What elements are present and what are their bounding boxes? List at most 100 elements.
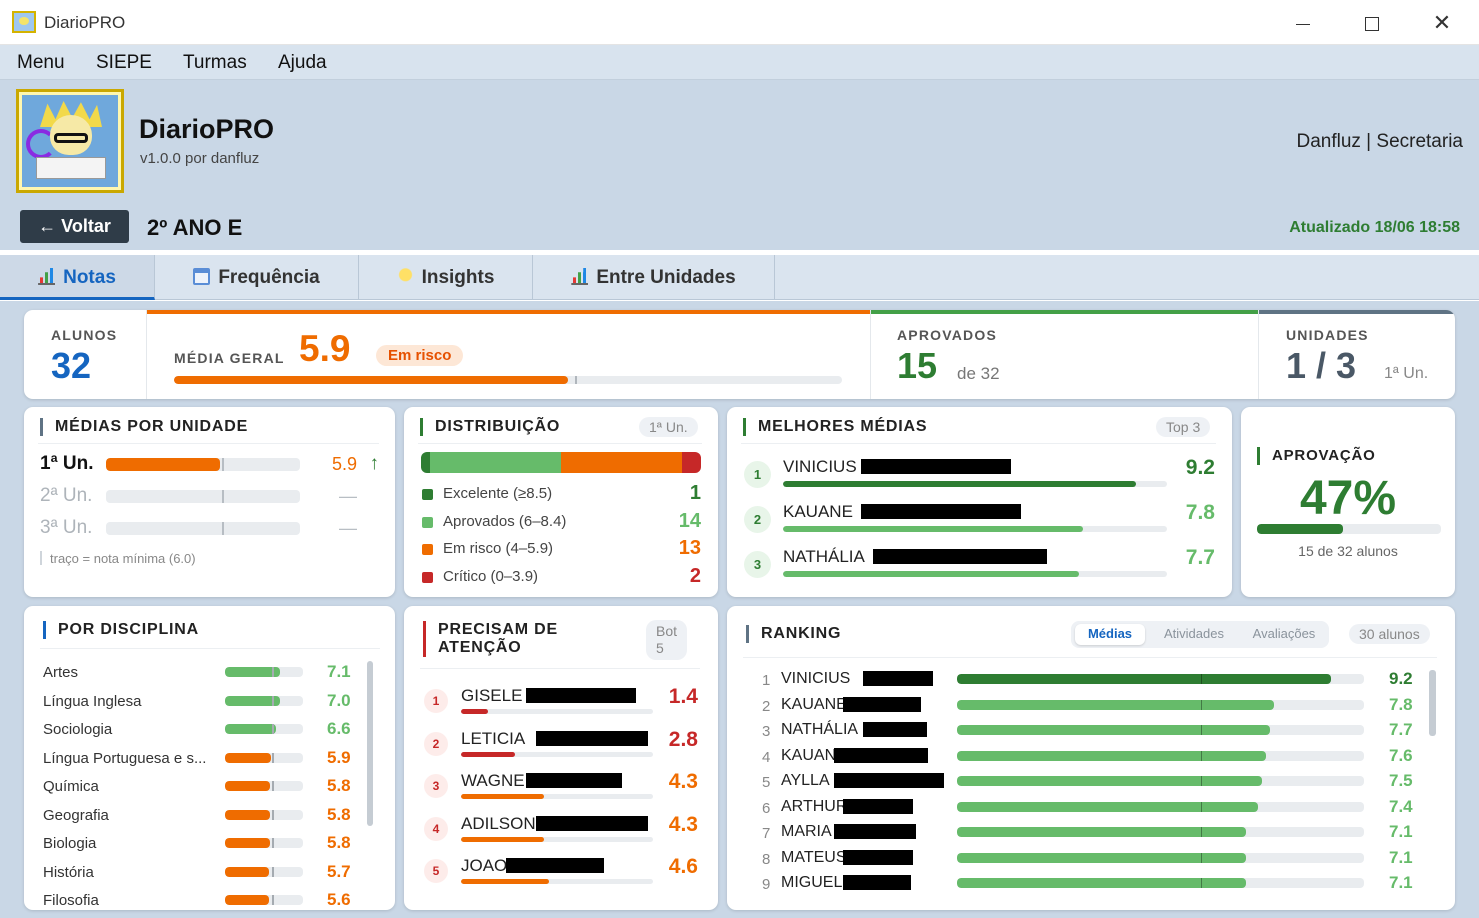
app-version: v1.0.0 por danfluz bbox=[140, 150, 260, 167]
student-average: 7.4 bbox=[1389, 796, 1413, 816]
redacted-name-block bbox=[536, 815, 648, 831]
ranking-bar-fill bbox=[957, 699, 1275, 710]
tab-label: Frequência bbox=[218, 267, 320, 288]
minimum-grade-marker bbox=[271, 752, 274, 763]
segment-avaliacoes[interactable]: Avaliações bbox=[1252, 626, 1316, 641]
rank-number: 2 bbox=[762, 697, 771, 715]
minimum-grade-marker bbox=[1201, 725, 1203, 735]
close-button[interactable]: ✕ bbox=[1419, 8, 1465, 38]
distribution-segment bbox=[430, 452, 561, 473]
class-navbar: ← Voltar 2º ANO E Atualizado 18/06 18:58 bbox=[0, 204, 1479, 250]
menu-item-menu[interactable]: Menu bbox=[17, 52, 65, 73]
legend-label: Excelente (≥8.5) bbox=[443, 485, 553, 502]
minimum-grade-marker bbox=[222, 522, 225, 535]
minimum-grade-marker bbox=[1201, 801, 1203, 812]
minimize-icon bbox=[1296, 23, 1310, 25]
student-name: NATHÁLIA bbox=[783, 547, 865, 566]
student-bar bbox=[461, 751, 653, 757]
rank-badge: 3 bbox=[424, 774, 448, 798]
subjects-scrollbar[interactable] bbox=[367, 661, 373, 826]
subject-name: Filosofia bbox=[43, 892, 99, 909]
approved-count: 15 bbox=[897, 345, 938, 386]
back-button[interactable]: ← Voltar bbox=[20, 210, 129, 243]
tab-notas[interactable]: Notas bbox=[0, 255, 155, 300]
student-average: 7.6 bbox=[1389, 745, 1413, 765]
segment-atividades[interactable]: Atividades bbox=[1164, 626, 1224, 641]
units-label: UNIDADES bbox=[1286, 327, 1369, 343]
menu-item-siepe[interactable]: SIEPE bbox=[96, 52, 152, 73]
student-name: LETICIA bbox=[461, 728, 526, 748]
app-logo bbox=[16, 89, 124, 193]
menu-bar: Menu SIEPE Turmas Ajuda bbox=[0, 45, 1479, 80]
student-name: MARIA bbox=[781, 823, 832, 840]
redacted-name-block bbox=[873, 549, 1047, 564]
subject-bar bbox=[225, 866, 303, 877]
minimum-grade-marker bbox=[1201, 852, 1203, 863]
ranking-bar-fill bbox=[957, 725, 1271, 735]
summary-card: ALUNOS 32 MÉDIA GERAL 5.9 Em risco APROV… bbox=[24, 310, 1455, 399]
units-value: 1 / 3 bbox=[1286, 345, 1357, 386]
tab-insights[interactable]: Insights bbox=[359, 255, 533, 300]
redacted-name-block bbox=[833, 824, 916, 839]
approval-card: APROVAÇÃO 47% 15 de 32 alunos bbox=[1241, 407, 1455, 597]
tab-bar: Notas Frequência Insights Entre Unidades bbox=[0, 255, 1479, 300]
maximize-button[interactable] bbox=[1349, 8, 1395, 38]
subject-average: 5.8 bbox=[327, 833, 351, 852]
student-bar bbox=[783, 526, 1167, 532]
menu-item-ajuda[interactable]: Ajuda bbox=[278, 52, 327, 73]
student-bar-fill bbox=[783, 481, 1137, 487]
redacted-name-block bbox=[526, 773, 622, 788]
minimum-grade-marker bbox=[1201, 674, 1203, 684]
risk-badge: Em risco bbox=[376, 345, 464, 366]
student-bar bbox=[461, 879, 653, 884]
distribution-card: DISTRIBUIÇÃO 1ª Un. Excelente (≥8.5) 1 Apr… bbox=[404, 407, 718, 597]
average-value: 5.9 bbox=[299, 328, 351, 369]
app-icon bbox=[12, 11, 36, 33]
current-unit: 1ª Un. bbox=[1384, 365, 1429, 382]
user-info: Danfluz | Secretaria bbox=[1296, 131, 1463, 152]
window-title: DiarioPRO bbox=[44, 13, 126, 32]
average-label: MÉDIA GERAL bbox=[174, 350, 285, 366]
minimize-button[interactable] bbox=[1280, 8, 1326, 38]
ranking-bar-fill bbox=[957, 827, 1246, 837]
unit-bar bbox=[106, 458, 300, 471]
ranking-bar bbox=[957, 801, 1364, 812]
subject-bar bbox=[225, 752, 303, 763]
subject-name: Química bbox=[43, 778, 99, 795]
subject-bar-fill bbox=[225, 752, 272, 763]
unit-footnote: traço = nota mínima (6.0) bbox=[50, 551, 196, 566]
unit-label: 2ª Un. bbox=[40, 485, 93, 506]
redacted-name-block bbox=[536, 730, 648, 746]
menu-item-turmas[interactable]: Turmas bbox=[183, 52, 247, 73]
segment-medias[interactable]: Médias bbox=[1087, 626, 1133, 641]
legend-count: 14 bbox=[678, 509, 701, 532]
rank-badge: 5 bbox=[424, 859, 448, 883]
student-bar-fill bbox=[783, 526, 1083, 532]
ranking-bar-fill bbox=[957, 776, 1263, 786]
subject-bar-fill bbox=[225, 895, 269, 905]
bar-chart-icon bbox=[38, 268, 56, 285]
average-bar bbox=[174, 376, 842, 384]
student-average: 7.1 bbox=[1389, 873, 1413, 892]
unit-value: — bbox=[339, 518, 357, 538]
student-bar-fill bbox=[461, 751, 515, 757]
ranking-bar bbox=[957, 725, 1364, 735]
rank-badge: 3 bbox=[744, 551, 771, 578]
student-name: MIGUEL bbox=[781, 874, 843, 891]
subject-average: 5.8 bbox=[327, 776, 351, 795]
tab-frequencia[interactable]: Frequência bbox=[155, 255, 359, 300]
title-bar: DiarioPRO ✕ bbox=[0, 0, 1479, 45]
tab-label: Insights bbox=[421, 267, 495, 288]
subject-bar bbox=[225, 724, 303, 734]
ranking-card: RANKING Médias Atividades Avaliações 30 … bbox=[727, 606, 1455, 910]
app-name: DiarioPRO bbox=[139, 114, 275, 144]
ranking-bar-fill bbox=[957, 878, 1246, 888]
minimum-grade-marker bbox=[1201, 776, 1203, 786]
subject-bar bbox=[225, 809, 303, 820]
attention-title-line: PRECISAM DE bbox=[438, 621, 558, 638]
distribution-segment bbox=[421, 452, 431, 473]
ranking-bar bbox=[957, 674, 1364, 684]
rank-number: 4 bbox=[762, 748, 771, 766]
ranking-scrollbar[interactable] bbox=[1429, 670, 1436, 736]
tab-entre-unidades[interactable]: Entre Unidades bbox=[533, 255, 775, 300]
